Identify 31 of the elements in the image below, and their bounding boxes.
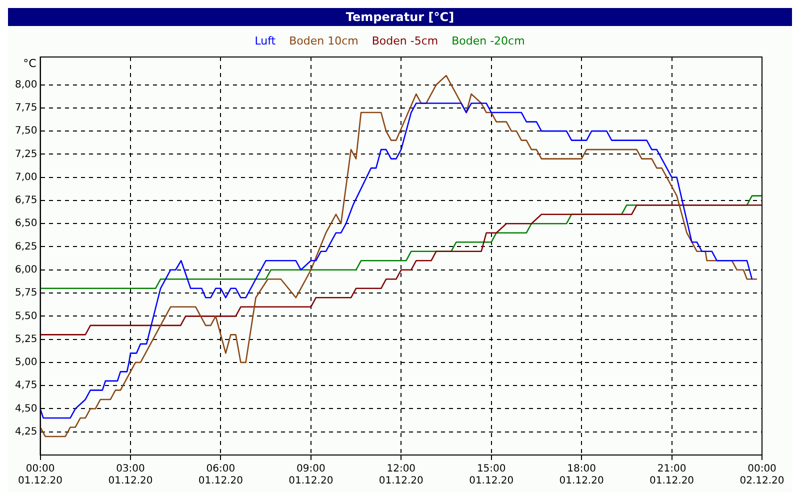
text: Luft [254, 34, 276, 48]
y-tick-label: 7,25 [15, 148, 38, 160]
y-tick-label: 6,00 [15, 264, 38, 276]
text: Boden 10cm [289, 34, 358, 48]
y-tick-label: 6,75 [15, 195, 38, 206]
y-tick-label: 6,50 [15, 218, 38, 230]
x-tick-label: 06:00 01.12.20 [198, 464, 243, 487]
x-tick-label: 12:00 01.12.20 [378, 464, 424, 487]
y-tick-label: 5,75 [15, 288, 38, 299]
x-tick-label: 21:00 01.12.20 [650, 464, 694, 487]
y-axis-title: °C [23, 56, 37, 70]
x-tick-label: 00:00 02.12.20 [740, 464, 784, 487]
y-tick-label: 5,50 [15, 310, 38, 322]
text: Boden -5cm [372, 34, 438, 48]
y-tick-label: 7,00 [15, 172, 38, 183]
y-tick-label: 4,25 [15, 426, 38, 438]
y-tick-label: 8,00 [15, 79, 38, 90]
x-tick-label: 03:00 01.12.20 [108, 464, 153, 487]
x-tick-label: 09:00 01.12.20 [288, 464, 334, 487]
y-tick-label: 6,25 [15, 241, 38, 252]
y-tick-label: 5,00 [15, 357, 38, 368]
x-tick-label: 00:00 01.12.20 [18, 464, 63, 487]
y-tick-label: 7,50 [15, 126, 38, 137]
text: Boden -20cm [452, 34, 525, 48]
y-tick-label: 4,50 [15, 403, 38, 414]
x-tick-label: 18:00 01.12.20 [559, 464, 604, 487]
x-tick-label: 15:00 01.12.20 [469, 464, 514, 487]
chart-title: Temperatur [°C] [8, 8, 792, 26]
y-tick-label: 4,75 [15, 380, 38, 392]
y-tick-label: 7,75 [15, 102, 38, 114]
y-tick-label: 5,25 [15, 334, 38, 345]
